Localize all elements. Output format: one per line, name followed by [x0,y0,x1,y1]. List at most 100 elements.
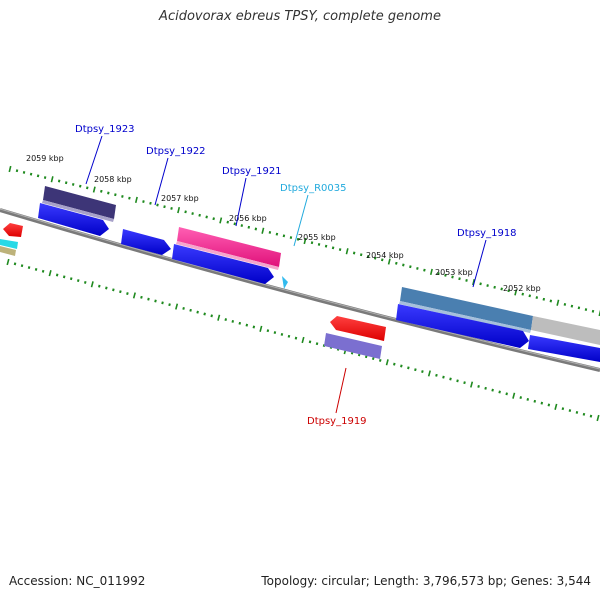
gene-arrow[interactable] [43,186,116,219]
minor-tick [83,280,87,284]
minor-tick [407,366,410,370]
minor-tick [458,277,461,281]
major-tick [6,258,10,266]
minor-tick [119,290,122,294]
minor-tick [324,244,328,248]
minor-tick [205,215,208,219]
minor-tick [126,292,129,296]
minor-tick [287,334,291,338]
minor-tick [121,194,124,198]
major-tick [429,268,433,275]
gene-arrow[interactable] [177,227,281,267]
gene-arrow[interactable] [330,316,386,341]
rna-arrow[interactable] [282,276,288,289]
minor-tick [521,292,525,296]
minor-tick [233,222,237,226]
major-tick [134,196,138,203]
minor-tick [442,375,445,379]
minor-tick [252,325,256,329]
kbp-label: 2054 kbp [366,251,404,260]
minor-tick [224,318,228,322]
gene-label[interactable]: Dtpsy_1923 [75,124,135,135]
minor-tick [168,303,171,307]
minor-tick [57,179,61,183]
minor-tick [85,186,89,190]
minor-tick [43,176,47,180]
minor-tick [182,306,185,310]
gene-arrow-shadow [42,200,114,222]
major-tick [514,289,518,296]
gene-arrow[interactable] [0,239,18,249]
minor-tick [289,236,293,240]
minor-tick [479,282,482,286]
kbp-label: 2057 kbp [161,194,199,203]
minor-tick [226,220,230,224]
minor-tick [547,403,551,407]
accession-text: Accession: NC_011992 [9,574,146,588]
minor-tick [331,246,335,250]
minor-tick [112,288,115,292]
gene-arrow[interactable] [531,316,600,345]
major-tick [596,414,600,422]
gene-label[interactable]: Dtpsy_1921 [222,166,282,177]
gene-arrow[interactable] [3,223,23,237]
minor-tick [338,248,342,252]
gene-arrow[interactable] [396,304,529,348]
minor-tick [105,286,108,290]
minor-tick [568,409,572,413]
major-tick [90,281,94,288]
kbp-label: 2059 kbp [26,154,64,163]
minor-tick [393,362,396,366]
minor-tick [444,273,447,277]
minor-tick [507,289,510,293]
minor-tick [421,370,424,374]
minor-tick [22,170,26,174]
gene-label[interactable]: Dtpsy_1918 [457,228,517,239]
minor-tick [203,312,206,316]
minor-tick [29,172,33,176]
gene-label[interactable]: Dtpsy_R0035 [280,183,347,194]
minor-tick [254,227,258,231]
major-tick [470,381,474,388]
minor-tick [577,306,581,310]
gene-arrow[interactable] [0,246,16,256]
major-tick [48,270,52,277]
minor-tick [366,254,370,258]
minor-tick [275,232,279,236]
minor-tick [189,308,192,312]
minor-tick [528,294,532,298]
major-tick [259,325,263,332]
minor-tick [409,265,412,269]
gene-arrow[interactable] [172,244,274,284]
gene-arrow[interactable] [38,203,109,236]
minor-tick [563,302,567,306]
label-leader-line [154,157,169,206]
minor-tick [484,386,487,390]
minor-tick [69,277,73,281]
minor-tick [147,297,150,301]
minor-tick [540,401,544,405]
gene-arrow[interactable] [121,229,171,255]
minor-tick [128,196,131,200]
minor-tick [184,210,187,214]
minor-tick [15,169,19,173]
minor-tick [535,296,539,300]
major-tick [175,303,179,310]
gene-arrow[interactable] [400,287,533,330]
gene-label[interactable]: Dtpsy_1919 [307,416,367,427]
minor-tick [308,340,312,344]
minor-tick [533,399,537,403]
minor-tick [373,256,377,260]
kbp-label: 2052 kbp [503,284,541,293]
minor-tick [161,301,164,305]
gene-arrow[interactable] [324,333,382,359]
gene-arrow-shadow [399,301,531,333]
major-tick [219,217,223,224]
minor-tick [491,388,494,392]
minor-tick [294,336,298,340]
minor-tick [212,217,215,221]
gene-arrow[interactable] [528,335,600,362]
gene-label[interactable]: Dtpsy_1922 [146,146,206,157]
minor-tick [505,392,508,396]
